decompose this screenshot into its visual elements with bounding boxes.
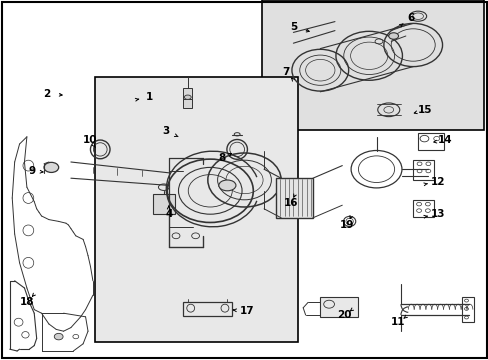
Bar [276,178,312,218]
Ellipse shape [44,162,59,172]
Ellipse shape [54,333,63,340]
Text: 12: 12 [429,177,444,187]
Text: 15: 15 [417,105,432,115]
Text: 17: 17 [239,306,254,316]
Text: 18: 18 [20,297,34,307]
Bar [95,77,298,342]
Text: 11: 11 [390,317,405,327]
Bar [320,297,358,317]
Text: 19: 19 [339,220,354,230]
Text: 4: 4 [164,209,172,219]
Text: 3: 3 [163,126,169,136]
Text: 6: 6 [407,13,413,23]
Bar [183,88,192,100]
Ellipse shape [156,202,171,211]
Bar [183,302,232,316]
Text: 7: 7 [282,67,289,77]
Text: 14: 14 [437,135,451,145]
Text: 2: 2 [43,89,50,99]
Bar [417,133,443,150]
Text: 9: 9 [28,166,35,176]
Bar [412,200,433,217]
Bar [261,0,483,130]
Text: 5: 5 [289,22,296,32]
Text: 1: 1 [145,92,152,102]
Ellipse shape [184,95,191,99]
Ellipse shape [388,33,398,39]
Text: 20: 20 [337,310,351,320]
Text: 10: 10 [83,135,98,145]
Bar [183,99,192,108]
Text: 13: 13 [429,209,444,219]
Ellipse shape [219,180,236,191]
Text: 16: 16 [283,198,298,208]
Bar [412,160,433,180]
Text: 8: 8 [219,153,225,163]
Bar [461,297,473,322]
Bar [152,194,174,214]
